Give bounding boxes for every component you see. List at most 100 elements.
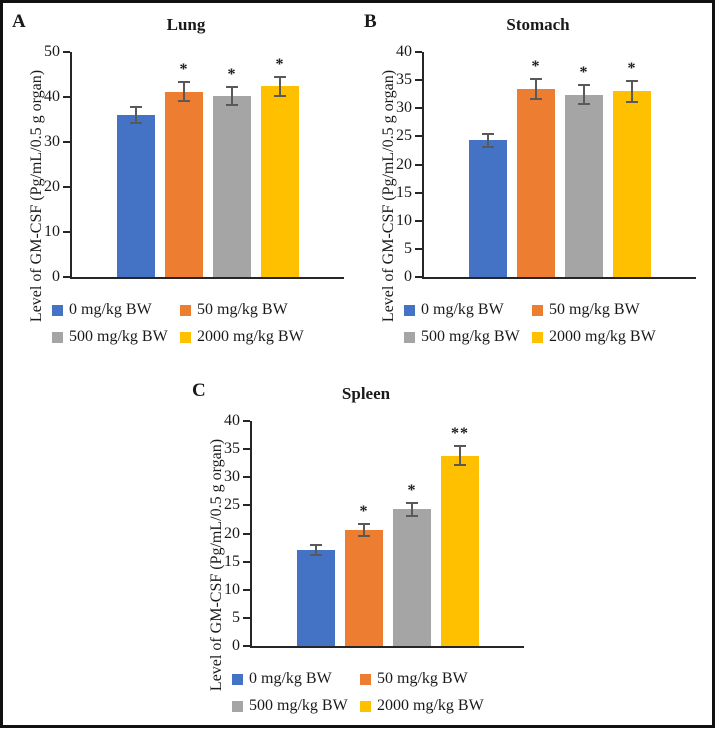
y-tick-label: 20 [44, 178, 60, 195]
y-tick-label: 35 [396, 71, 412, 89]
legend-item: 500 mg/kg BW [404, 328, 532, 346]
legend-label: 50 mg/kg BW [197, 301, 288, 318]
legend-label: 500 mg/kg BW [421, 328, 520, 345]
error-bar [459, 446, 461, 466]
bar-500-mg-kg-bw [393, 509, 431, 646]
y-tick-mark [415, 219, 422, 222]
legend-label: 500 mg/kg BW [69, 328, 168, 345]
y-tick-label: 20 [396, 155, 412, 173]
error-cap-top [130, 105, 142, 108]
y-tick-mark [415, 276, 422, 278]
error-cap-bottom [626, 100, 638, 103]
error-bar [583, 85, 585, 105]
error-cap-top [578, 84, 590, 87]
legend-label: 50 mg/kg BW [377, 670, 468, 687]
legend-label: 2000 mg/kg BW [197, 328, 304, 345]
legend-item: 50 mg/kg BW [180, 301, 304, 319]
legend-item: 2000 mg/kg BW [180, 328, 304, 346]
legend: 0 mg/kg BW 50 mg/kg BW 500 mg/kg BW 2000… [232, 670, 484, 715]
legend-swatch-gold [532, 331, 543, 343]
legend-item: 500 mg/kg BW [232, 697, 360, 715]
panel-label-a: A [12, 11, 26, 32]
legend-swatch-blue [404, 304, 415, 316]
significance-marker: ** [451, 425, 469, 443]
y-tick-mark [63, 141, 70, 143]
y-tick-label: 0 [52, 268, 60, 285]
y-tick-mark [415, 51, 422, 53]
error-cap-bottom [130, 122, 142, 125]
y-tick-mark [63, 186, 70, 188]
error-cap-top [310, 544, 322, 547]
y-tick-mark [63, 51, 70, 53]
y-tick-label: 25 [224, 496, 240, 514]
legend-swatch-gray [232, 700, 243, 712]
panel-spleen: C Spleen Level of GM-CSF (Pg/mL/0.5 g or… [186, 375, 538, 737]
bar-0-mg-kg-bw [469, 140, 507, 277]
error-cap-bottom [530, 98, 542, 101]
panel-lung: A Lung Level of GM-CSF (Pg/mL/0.5 g orga… [6, 6, 358, 368]
y-tick-mark [243, 420, 250, 422]
error-bar [231, 87, 233, 106]
bar-0-mg-kg-bw [297, 550, 335, 646]
significance-marker: * [179, 61, 189, 79]
error-cap-top [454, 445, 466, 448]
y-tick-label: 40 [396, 43, 412, 60]
significance-marker: * [579, 64, 589, 82]
legend-item: 0 mg/kg BW [232, 670, 360, 688]
y-tick-mark [63, 276, 70, 278]
y-tick-label: 0 [232, 637, 240, 654]
legend: 0 mg/kg BW 50 mg/kg BW 500 mg/kg BW 2000… [52, 301, 304, 346]
y-tick-label: 20 [224, 524, 240, 542]
y-tick-mark [243, 532, 250, 535]
legend-swatch-gold [180, 331, 191, 343]
y-tick-mark [243, 560, 250, 563]
legend-label: 0 mg/kg BW [249, 670, 332, 687]
y-tick-label: 10 [44, 223, 60, 240]
panel-label-b: B [364, 11, 377, 32]
y-tick-mark [243, 448, 250, 451]
y-tick-mark [63, 231, 70, 233]
y-tick-mark [415, 135, 422, 138]
error-cap-top [626, 80, 638, 83]
error-cap-bottom [482, 146, 494, 149]
legend: 0 mg/kg BW 50 mg/kg BW 500 mg/kg BW 2000… [404, 301, 656, 346]
y-tick-mark [243, 588, 250, 591]
y-tick-label: 15 [396, 183, 412, 201]
legend-item: 0 mg/kg BW [404, 301, 532, 319]
y-tick-mark [243, 504, 250, 507]
y-tick-label: 40 [44, 88, 60, 105]
y-tick-mark [415, 163, 422, 166]
legend-item: 50 mg/kg BW [532, 301, 656, 319]
y-tick-label: 30 [44, 133, 60, 150]
y-tick-label: 10 [396, 211, 412, 229]
y-tick-label: 0 [404, 268, 412, 285]
y-tick-mark [243, 645, 250, 647]
error-cap-bottom [310, 554, 322, 557]
significance-marker: * [359, 502, 369, 520]
significance-marker: * [531, 58, 541, 75]
legend-item: 2000 mg/kg BW [360, 697, 484, 715]
bar-2000-mg-kg-bw [261, 86, 299, 277]
y-tick-label: 25 [396, 127, 412, 145]
significance-marker: * [275, 55, 285, 73]
bar-2000-mg-kg-bw [441, 455, 479, 646]
y-tick-label: 35 [224, 440, 240, 458]
y-tick-label: 40 [224, 412, 240, 429]
legend-swatch-gray [52, 331, 63, 343]
error-bar [183, 82, 185, 102]
error-bar [411, 502, 413, 517]
legend-swatch-orange [360, 673, 371, 685]
significance-marker: * [227, 66, 237, 84]
y-tick-mark [415, 107, 422, 110]
bar-50-mg-kg-bw [517, 89, 555, 277]
error-cap-top [178, 81, 190, 84]
error-cap-bottom [406, 515, 418, 518]
y-tick-mark [415, 247, 422, 250]
error-bar [487, 133, 489, 148]
error-cap-top [530, 78, 542, 80]
bar-500-mg-kg-bw [565, 94, 603, 277]
plot-area-spleen: 0 5 10 15 20 25 30 35 40 * * ** [224, 412, 524, 654]
y-tick-label: 30 [224, 468, 240, 486]
significance-marker: * [407, 481, 417, 499]
y-tick-mark [243, 476, 250, 479]
